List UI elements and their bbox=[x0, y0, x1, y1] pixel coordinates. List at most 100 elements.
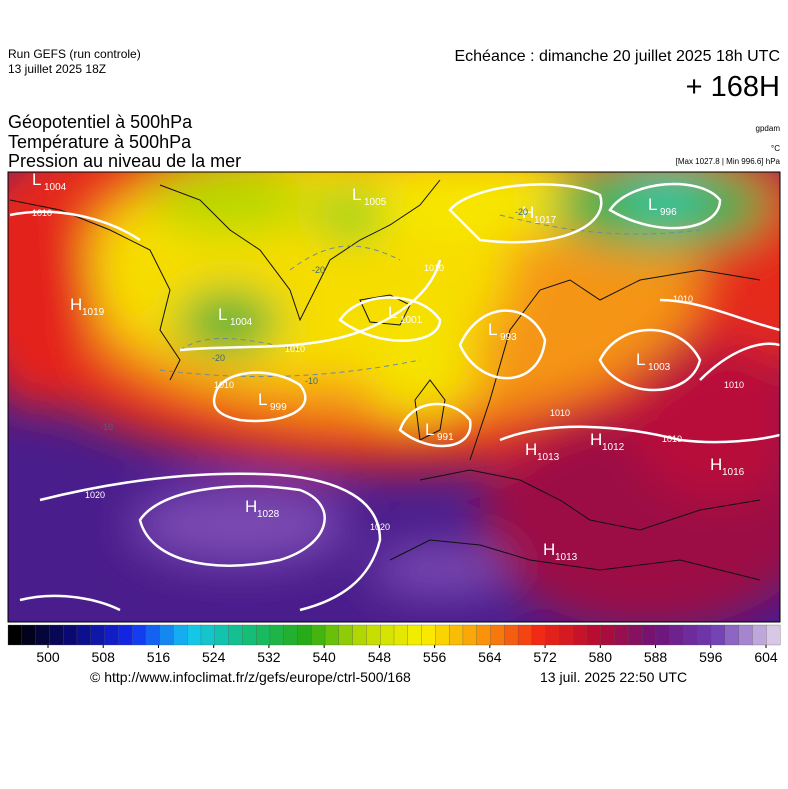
center-letter: H bbox=[70, 295, 82, 314]
colorbar-swatch bbox=[324, 624, 340, 646]
center-letter: H bbox=[543, 540, 555, 559]
colorbar-swatch bbox=[600, 624, 616, 646]
temperature-label: -20 bbox=[515, 207, 528, 217]
colorbar-swatch bbox=[504, 624, 519, 646]
colorbar-swatch bbox=[393, 624, 409, 646]
colorbar-swatch bbox=[49, 624, 64, 646]
center-pressure: 1013 bbox=[555, 552, 578, 563]
colorbar-swatch bbox=[338, 624, 354, 646]
colorbar-swatch bbox=[90, 624, 105, 646]
temperature-field bbox=[8, 172, 780, 622]
center-pressure: 993 bbox=[500, 332, 517, 343]
center-letter: L bbox=[388, 303, 397, 322]
colorbar-swatch bbox=[766, 624, 781, 646]
colorbar-swatch bbox=[407, 624, 423, 646]
center-letter: L bbox=[352, 185, 361, 204]
center-letter: H bbox=[522, 203, 534, 222]
center-pressure: 1019 bbox=[82, 307, 105, 318]
temperature-contours bbox=[159, 214, 701, 378]
center-pressure: 999 bbox=[270, 402, 287, 413]
isobar-label: 1010 bbox=[285, 344, 305, 354]
center-pressure: 1004 bbox=[230, 317, 253, 328]
generated: 13 juil. 2025 22:50 UTC bbox=[540, 669, 687, 685]
center-letter: L bbox=[218, 305, 227, 324]
colorbar-swatch bbox=[352, 624, 367, 646]
center-pressure: 1004 bbox=[44, 182, 67, 193]
map-frame bbox=[7, 171, 781, 623]
center-pressure: 1013 bbox=[537, 452, 560, 463]
center-pressure: 991 bbox=[437, 432, 454, 443]
colorbar-swatch bbox=[21, 624, 37, 646]
isobars bbox=[9, 182, 780, 612]
run-date: 13 juillet 2025 18Z bbox=[8, 62, 106, 76]
colorbar-swatch bbox=[545, 624, 560, 646]
center-letter: L bbox=[488, 320, 497, 339]
colorbar-swatch bbox=[269, 624, 285, 646]
temperature-label: -20 bbox=[312, 265, 325, 275]
center-letter: H bbox=[710, 455, 722, 474]
colorbar-tick-label: 524 bbox=[202, 649, 226, 665]
colorbar-swatch bbox=[641, 624, 657, 646]
colorbar-swatch bbox=[35, 624, 50, 646]
center-pressure: 1017 bbox=[534, 215, 557, 226]
title: Géopotentiel à 500hPa bbox=[8, 112, 193, 132]
isobar-label: 1020 bbox=[370, 522, 390, 532]
colorbar-tick-label: 604 bbox=[754, 649, 778, 665]
isobar-label: 1010 bbox=[673, 294, 693, 304]
isobar-label: 1010 bbox=[424, 263, 444, 273]
colorbar-swatch bbox=[7, 624, 23, 646]
colorbar-swatch bbox=[62, 624, 78, 646]
unit-label: gpdam bbox=[756, 124, 781, 133]
colorbar-swatch bbox=[738, 624, 753, 646]
isobar-label: 1020 bbox=[85, 490, 105, 500]
isobar-label: 1010 bbox=[724, 380, 744, 390]
colorbar-swatch bbox=[669, 624, 684, 646]
center-pressure: 1012 bbox=[602, 442, 625, 453]
colorbar-swatch bbox=[614, 624, 629, 646]
center-letter: H bbox=[590, 430, 602, 449]
colorbar-swatch bbox=[752, 624, 767, 646]
colorbar-swatch bbox=[559, 624, 574, 646]
temperature-label: -10 bbox=[100, 422, 113, 432]
colorbar-swatch bbox=[573, 624, 588, 646]
colorbar-swatch bbox=[586, 624, 602, 646]
valid-time: Echéance : dimanche 20 juillet 2025 18h … bbox=[454, 48, 780, 65]
colorbar-swatch bbox=[200, 624, 216, 646]
center-letter: L bbox=[648, 195, 657, 214]
temperature-label: -20 bbox=[212, 353, 225, 363]
center-pressure: 1003 bbox=[648, 362, 671, 373]
colorbar-swatch bbox=[187, 624, 202, 646]
isobar-label: 1010 bbox=[550, 408, 570, 418]
colorbar-swatch bbox=[724, 624, 740, 646]
colorbar-swatch bbox=[131, 624, 147, 646]
colorbar-swatch bbox=[366, 624, 381, 646]
center-pressure: 1028 bbox=[257, 509, 280, 520]
center-letter: L bbox=[32, 170, 41, 189]
colorbar-swatch bbox=[476, 624, 491, 646]
unit-label: °C bbox=[771, 144, 780, 153]
isobar-label: 1010 bbox=[662, 434, 682, 444]
colorbar-swatch bbox=[311, 624, 326, 646]
colorbar-tick-label: 500 bbox=[36, 649, 60, 665]
temperature-label: -10 bbox=[305, 376, 318, 386]
colorbar-tick-label: 508 bbox=[92, 649, 116, 665]
center-pressure: 996 bbox=[660, 207, 677, 218]
colorbar-swatch bbox=[435, 624, 450, 646]
colorbar-swatch bbox=[283, 624, 298, 646]
center-letter: L bbox=[425, 420, 434, 439]
colorbar-swatch bbox=[214, 624, 230, 646]
colorbar-swatch bbox=[683, 624, 698, 646]
colorbar-swatch bbox=[462, 624, 478, 646]
colorbar-swatch bbox=[380, 624, 395, 646]
source: © http://www.infoclimat.fr/z/gefs/europe… bbox=[90, 669, 411, 685]
colorbar-tick-label: 556 bbox=[423, 649, 447, 665]
colorbar-tick-label: 588 bbox=[644, 649, 668, 665]
colorbar-swatch bbox=[517, 624, 533, 646]
colorbar-swatch bbox=[242, 624, 257, 646]
colorbar-swatch bbox=[655, 624, 671, 646]
center-letter: H bbox=[525, 440, 537, 459]
colorbar-tick-label: 548 bbox=[368, 649, 392, 665]
